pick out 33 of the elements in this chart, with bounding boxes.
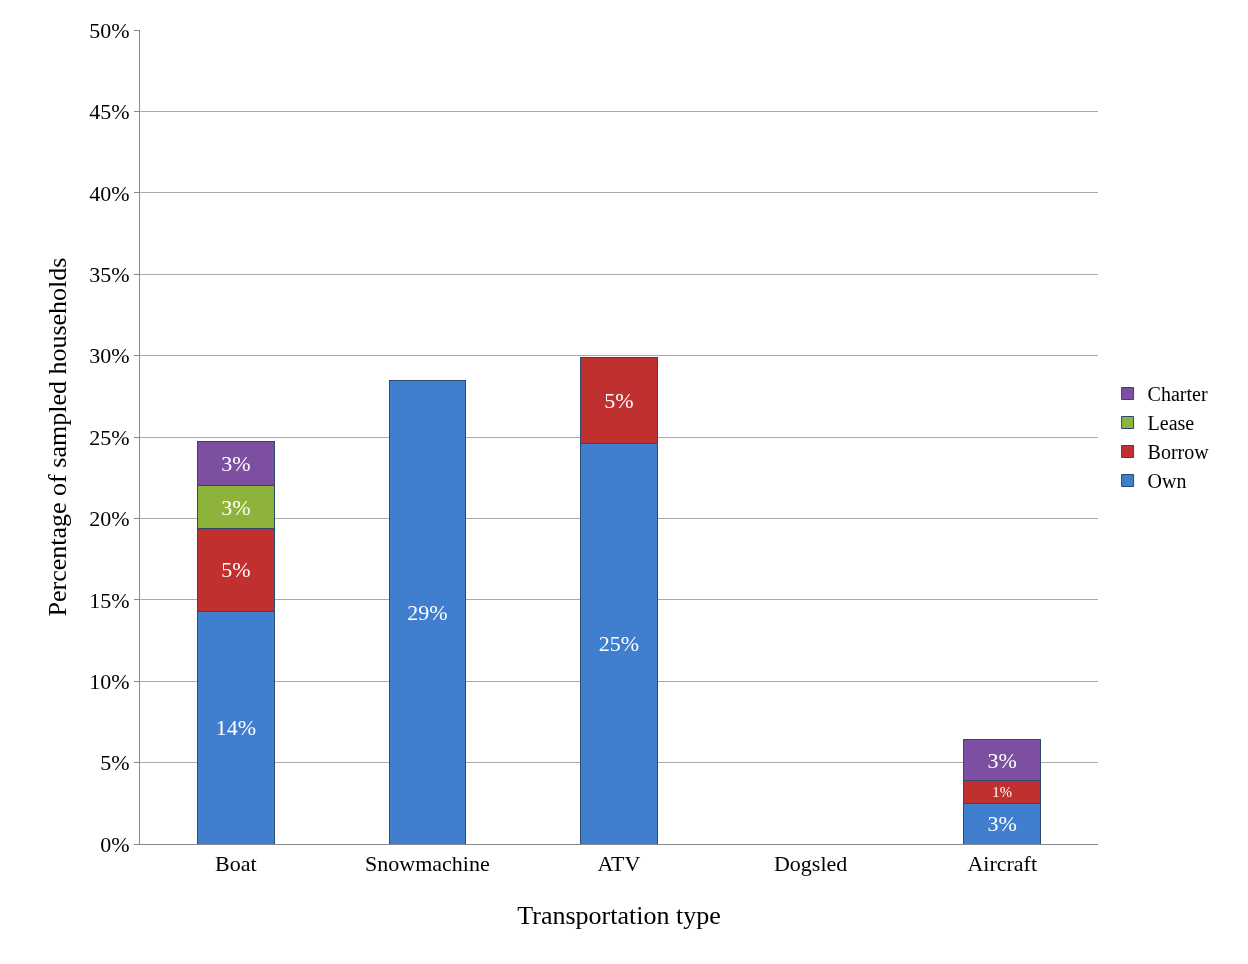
data-label: 5% — [221, 557, 251, 583]
x-tick-label: ATV — [597, 851, 641, 877]
data-label: 3% — [221, 451, 251, 477]
x-tick-label: Aircraft — [967, 851, 1038, 877]
y-tick-label: 10% — [89, 668, 130, 694]
data-label: 3% — [987, 747, 1017, 773]
y-tick-label: 35% — [89, 261, 130, 287]
y-tick-label: 45% — [89, 99, 130, 125]
legend-label: Lease — [1147, 412, 1195, 435]
data-label: 3% — [221, 494, 251, 520]
y-tick-label: 25% — [89, 424, 130, 450]
data-label: 5% — [604, 387, 634, 413]
bar — [388, 379, 467, 844]
y-tick-label: 30% — [89, 343, 130, 369]
y-tick-label: 15% — [89, 587, 130, 613]
data-label: 25% — [598, 631, 640, 657]
legend-label: Borrow — [1147, 441, 1210, 464]
legend-label: Charter — [1147, 383, 1208, 406]
y-tick-label: 5% — [100, 750, 130, 776]
data-label: 14% — [215, 715, 256, 741]
y-tick-label: 0% — [100, 831, 130, 857]
data-label: 3% — [987, 811, 1017, 837]
x-tick-label: Dogsled — [773, 851, 848, 877]
legend-label: Own — [1147, 470, 1187, 493]
x-tick-label: Boat — [215, 851, 257, 877]
x-tick-label: Snowmachine — [365, 851, 490, 877]
data-label: 29% — [407, 599, 448, 625]
x-axis-title: Transportation type — [517, 901, 721, 931]
y-tick-label: 50% — [89, 17, 130, 43]
y-axis-title: Percentage of sampled households — [42, 257, 72, 617]
data-label: 1% — [992, 783, 1013, 800]
y-tick-label: 40% — [89, 180, 130, 206]
y-tick-label: 20% — [89, 506, 130, 532]
